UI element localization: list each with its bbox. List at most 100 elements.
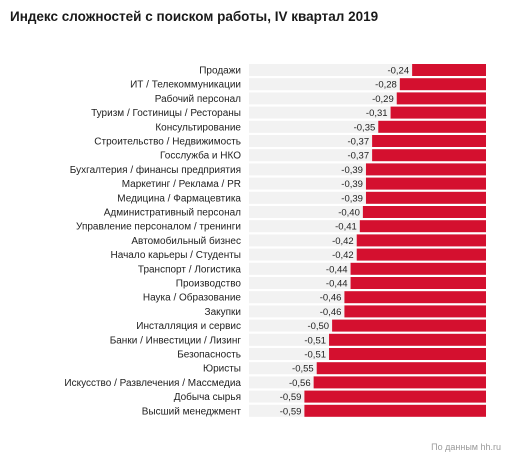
- bar-row: Медицина / Фармацевтика -0,39: [117, 191, 486, 204]
- category-label: Маркетинг / Реклама / PR: [122, 179, 241, 190]
- value-label: -0,46: [320, 307, 342, 318]
- category-label: Банки / Инвестиции / Лизинг: [110, 335, 242, 346]
- bar-row: Консультирование -0,35: [155, 120, 486, 133]
- category-label: Административный персонал: [104, 208, 241, 219]
- value-label: -0,56: [289, 378, 311, 389]
- category-label: Рабочий персонал: [155, 93, 241, 105]
- bar: [329, 348, 486, 360]
- value-label: -0,40: [338, 208, 360, 219]
- bar-row: Закупки -0,46: [205, 305, 486, 318]
- bar-row: Продажи -0,24: [199, 64, 486, 77]
- category-label: Производство: [176, 279, 242, 290]
- category-label: ИТ / Телекоммуникации: [130, 80, 241, 91]
- bar: [378, 120, 486, 133]
- bar-row: Бухгалтерия / финансы предприятия -0,39: [70, 163, 486, 176]
- value-label: -0,51: [304, 335, 326, 346]
- chart-title: Индекс сложностей с поиском работы, IV к…: [10, 9, 379, 24]
- value-label: -0,44: [326, 279, 348, 290]
- value-label: -0,39: [341, 165, 363, 176]
- category-label: Закупки: [205, 307, 241, 318]
- bar-row: Безопасность -0,51: [177, 348, 486, 361]
- bar: [350, 262, 486, 275]
- bar-row: Рабочий персонал -0,29: [155, 92, 486, 105]
- value-label: -0,39: [341, 179, 363, 190]
- bar-row: Административный персонал -0,40: [104, 206, 486, 219]
- value-label: -0,50: [307, 321, 329, 332]
- bar-row: Юристы -0,55: [203, 362, 486, 375]
- category-label: Бухгалтерия / финансы предприятия: [70, 164, 241, 176]
- value-label: -0,37: [347, 137, 369, 148]
- value-label: -0,37: [347, 151, 369, 162]
- bar: [362, 206, 486, 218]
- value-label: -0,31: [366, 108, 388, 119]
- bar: [304, 404, 486, 417]
- value-label: -0,59: [280, 406, 302, 417]
- bar-row: Инсталляция и сервис -0,50: [136, 319, 486, 332]
- value-label: -0,59: [280, 392, 302, 403]
- category-label: Безопасность: [177, 350, 241, 361]
- bar-row: Маркетинг / Реклама / PR -0,39: [122, 177, 486, 190]
- bar: [396, 92, 486, 105]
- bar: [365, 163, 486, 176]
- bar: [332, 319, 486, 332]
- category-label: Управление персоналом / тренинги: [76, 222, 241, 233]
- bar-row: Начало карьеры / Студенты -0,42: [111, 248, 486, 261]
- category-label: Начало карьеры / Студенты: [111, 250, 241, 261]
- bar-row: Добыча сырья -0,59: [174, 390, 486, 403]
- value-label: -0,42: [332, 236, 354, 247]
- bar: [372, 135, 486, 147]
- category-label: Юристы: [203, 364, 241, 375]
- bar: [329, 333, 486, 346]
- value-label: -0,44: [326, 264, 348, 275]
- bar: [365, 191, 486, 204]
- value-label: -0,42: [332, 250, 354, 261]
- bar-row: Туризм / Гостиницы / Рестораны -0,31: [91, 106, 486, 119]
- category-label: Высший менеджмент: [142, 406, 242, 417]
- bar: [350, 277, 486, 289]
- category-label: Искусство / Развлечения / Массмедиа: [64, 378, 241, 389]
- bar: [372, 149, 486, 162]
- bar-row: Строительство / Недвижимость -0,37: [94, 135, 486, 148]
- category-label: Консультирование: [155, 122, 241, 133]
- category-label: Медицина / Фармацевтика: [117, 193, 241, 204]
- value-label: -0,24: [387, 66, 409, 77]
- value-label: -0,51: [304, 350, 326, 361]
- category-label: Туризм / Гостиницы / Рестораны: [91, 108, 241, 119]
- bar-row: Автомобильный бизнес -0,42: [131, 234, 486, 247]
- value-label: -0,35: [354, 122, 376, 133]
- bar-row: Искусство / Развлечения / Массмедиа -0,56: [64, 376, 486, 389]
- source-note: По данным hh.ru: [431, 442, 501, 452]
- bar: [356, 234, 486, 247]
- bar: [304, 390, 486, 403]
- bar: [359, 220, 486, 233]
- bar-row: ИТ / Телекоммуникации -0,28: [130, 78, 486, 91]
- bar-row: Высший менеджмент -0,59: [142, 404, 486, 417]
- value-label: -0,46: [320, 293, 342, 304]
- bar: [356, 248, 486, 261]
- bar-row: Производство -0,44: [176, 277, 486, 290]
- bar: [399, 78, 486, 91]
- category-label: Добыча сырья: [174, 391, 241, 403]
- category-label: Инсталляция и сервис: [136, 321, 241, 332]
- value-label: -0,39: [341, 193, 363, 204]
- bar: [344, 291, 486, 304]
- category-label: Госслужба и НКО: [160, 150, 241, 162]
- category-label: Продажи: [199, 66, 241, 77]
- bar: [412, 64, 486, 76]
- category-label: Транспорт / Логистика: [138, 264, 242, 275]
- value-label: -0,55: [292, 364, 314, 375]
- value-label: -0,29: [372, 94, 394, 105]
- bar-row: Транспорт / Логистика -0,44: [138, 262, 486, 275]
- bar: [316, 362, 486, 375]
- bar: [365, 177, 486, 190]
- bar: [313, 376, 486, 389]
- bar-row: Банки / Инвестиции / Лизинг -0,51: [110, 333, 486, 346]
- category-label: Автомобильный бизнес: [131, 235, 241, 247]
- value-label: -0,41: [335, 222, 357, 233]
- bar-row: Наука / Образование -0,46: [143, 291, 486, 304]
- value-label: -0,28: [375, 80, 397, 91]
- bar: [390, 106, 486, 119]
- bar-row: Госслужба и НКО -0,37: [160, 149, 486, 162]
- category-label: Строительство / Недвижимость: [94, 137, 241, 148]
